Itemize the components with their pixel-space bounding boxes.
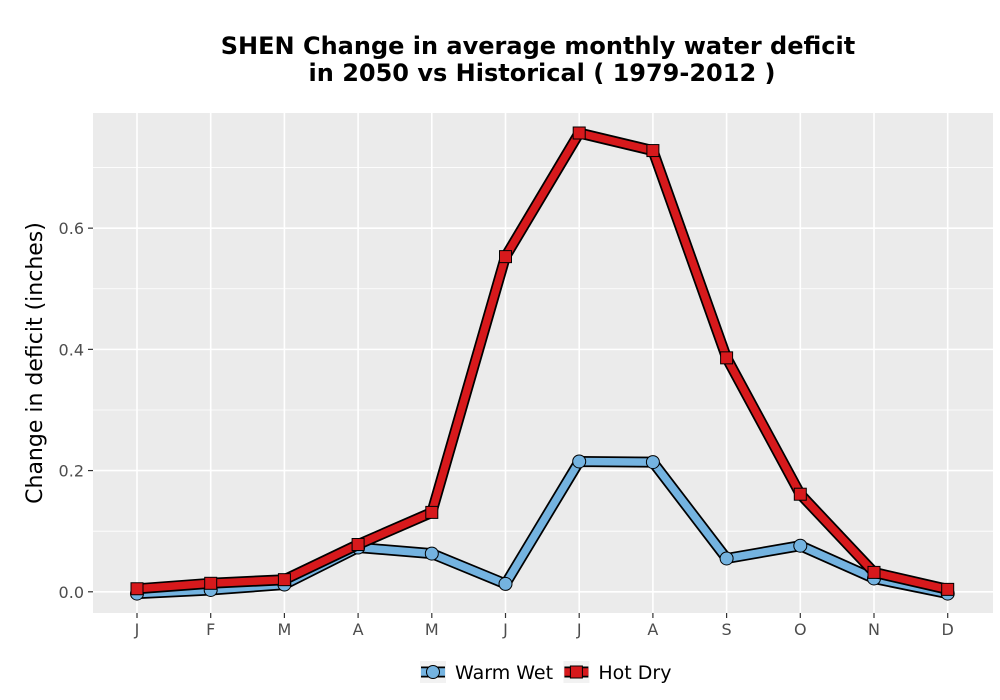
- x-tick-label: M: [277, 620, 291, 639]
- y-tick-label: 0.2: [59, 462, 84, 481]
- y-tick-label: 0.0: [59, 583, 84, 602]
- grid-major: [93, 113, 993, 613]
- series-hot-dry-point: [941, 582, 955, 596]
- x-tick-label: J: [576, 620, 582, 639]
- series-hot-dry-point: [867, 565, 881, 579]
- legend-warm-wet-label: Warm Wet: [455, 662, 553, 684]
- grid-minor: [93, 167, 993, 532]
- series-hot-dry-point: [425, 505, 439, 519]
- y-tick-label: 0.4: [59, 340, 84, 359]
- x-tick-label: S: [722, 620, 732, 639]
- x-tick-label: A: [353, 620, 364, 639]
- legend: Warm Wet Hot Dry: [420, 661, 671, 684]
- legend-hot-dry-key-marker: [569, 665, 583, 679]
- series-warm-wet-point: [793, 538, 808, 553]
- series-hot-dry-point: [277, 573, 291, 587]
- x-tick-label: A: [647, 620, 658, 639]
- series-hot-dry-point: [572, 126, 586, 140]
- series-hot-dry-line: [133, 129, 952, 594]
- series-hot-dry-point: [351, 538, 365, 552]
- x-tick-label: J: [502, 620, 508, 639]
- chart-title-line1: SHEN Change in average monthly water def…: [221, 32, 855, 60]
- series-warm-wet-point: [498, 576, 513, 591]
- y-axis: 0.0 0.2 0.4 0.6: [59, 219, 93, 602]
- series-layer: [130, 126, 955, 601]
- series-warm-wet-point: [424, 546, 439, 561]
- x-tick-label: M: [425, 620, 439, 639]
- series-hot-dry-point: [720, 351, 734, 365]
- x-tick-label: F: [206, 620, 215, 639]
- y-axis-label: Change in deficit (inches): [23, 222, 48, 504]
- y-tick-label: 0.6: [59, 219, 84, 238]
- series-hot-dry-point: [130, 582, 144, 596]
- x-tick-label: J: [134, 620, 140, 639]
- x-tick-label: D: [942, 620, 954, 639]
- series-warm-wet-point: [572, 454, 587, 469]
- series-hot-dry-point: [499, 250, 512, 264]
- series-warm-wet-point: [645, 455, 660, 470]
- chart-title-line2: in 2050 vs Historical ( 1979-2012 ): [309, 59, 776, 87]
- series-hot-dry-point: [204, 576, 218, 590]
- x-tick-label: O: [794, 620, 807, 639]
- legend-warm-wet-key-marker: [426, 665, 440, 679]
- legend-hot-dry-label: Hot Dry: [598, 662, 671, 684]
- series-hot-dry-point: [793, 487, 807, 501]
- x-tick-label: N: [868, 620, 880, 639]
- series-hot-dry-point: [646, 144, 660, 158]
- series-warm-wet-point: [719, 551, 734, 566]
